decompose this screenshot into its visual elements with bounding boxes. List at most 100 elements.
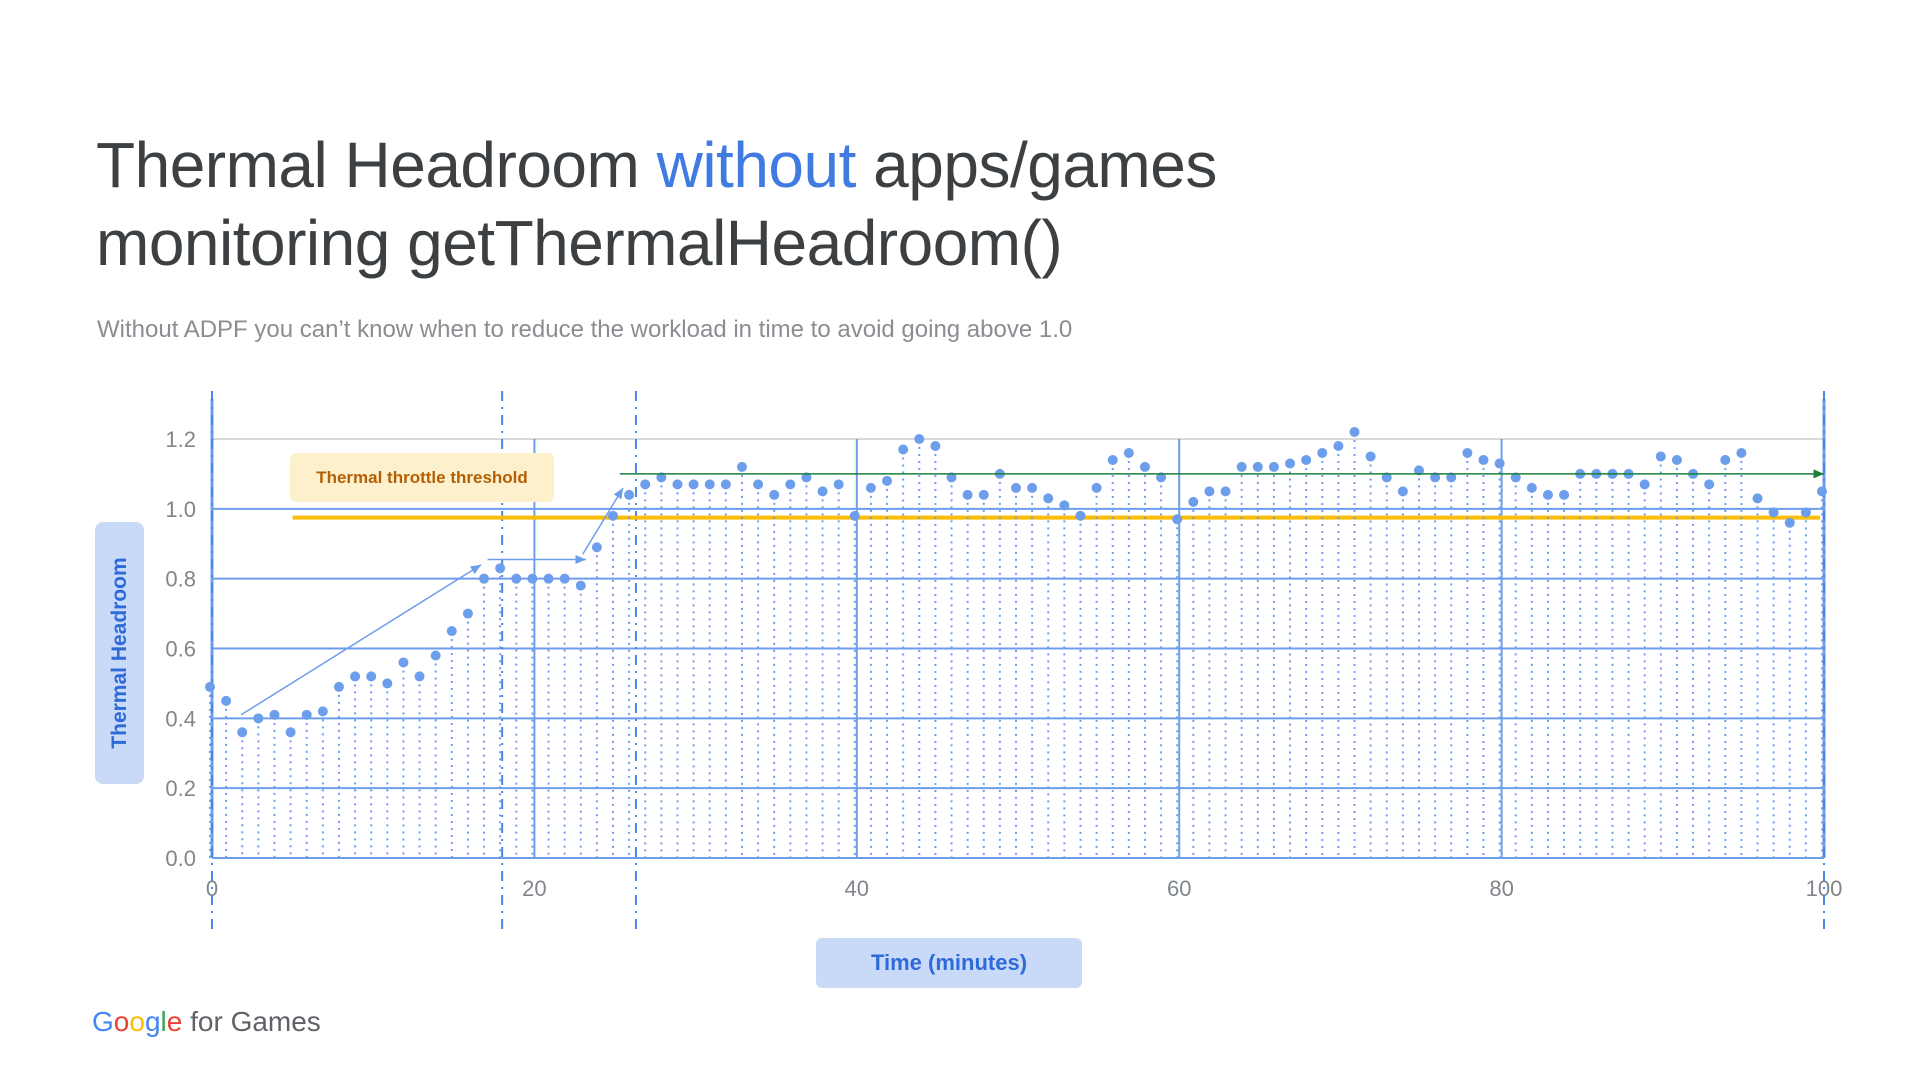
data-point [1800, 507, 1811, 518]
data-point [898, 444, 909, 455]
data-point [962, 489, 973, 500]
data-point [350, 671, 361, 682]
threshold-label: Thermal throttle threshold [290, 453, 554, 502]
subtitle: Without ADPF you can’t know when to redu… [97, 316, 1073, 343]
y-tick-label: 0.4 [165, 706, 196, 731]
data-point [817, 486, 828, 497]
data-point [769, 489, 780, 500]
data-point [1011, 482, 1021, 493]
data-point [720, 479, 731, 490]
data-point [865, 482, 876, 493]
data-point [640, 479, 651, 490]
y-axis-label: Thermal Headroom [107, 557, 131, 749]
data-point [398, 657, 409, 668]
data-point [688, 479, 699, 490]
data-point [1091, 482, 1102, 493]
data-point [575, 580, 586, 591]
logo-letter: o [113, 1006, 130, 1037]
data-point [1188, 496, 1199, 507]
logo-letter: l [160, 1006, 167, 1037]
data-point [1736, 447, 1747, 458]
data-point [1317, 447, 1328, 458]
title-text: apps/games [855, 129, 1217, 201]
slide-title: Thermal Headroom without apps/games moni… [96, 126, 1217, 282]
data-point [656, 472, 667, 483]
data-point [221, 695, 232, 706]
data-point [1236, 461, 1247, 472]
data-point [914, 434, 925, 444]
data-point [1139, 461, 1150, 472]
trend-arrow [582, 487, 624, 555]
data-point [527, 573, 538, 584]
data-point [1027, 482, 1038, 493]
data-point [1285, 458, 1296, 469]
data-point [1430, 472, 1441, 483]
logo-letter: G [92, 1006, 114, 1037]
data-point [1559, 489, 1570, 500]
data-point [1414, 465, 1424, 476]
data-point [608, 510, 618, 521]
x-tick-label: 40 [845, 876, 869, 901]
data-point [1720, 454, 1731, 465]
data-point [1494, 458, 1505, 469]
data-point [430, 650, 441, 661]
data-point [1156, 472, 1167, 483]
y-tick-label: 0.2 [165, 776, 196, 801]
data-point [317, 706, 328, 717]
data-point [1252, 461, 1263, 472]
data-point [462, 608, 473, 619]
y-tick-label: 0.8 [165, 567, 196, 592]
logo-letter: g [144, 1006, 161, 1037]
data-point [785, 479, 796, 490]
data-point [237, 727, 248, 738]
data-point [1043, 493, 1054, 504]
data-point [1059, 500, 1070, 511]
x-tick-label: 80 [1489, 876, 1513, 901]
data-point [849, 510, 860, 521]
data-point [1446, 472, 1457, 483]
x-tick-label: 60 [1167, 876, 1191, 901]
y-tick-label: 1.0 [165, 497, 196, 522]
data-point [736, 461, 747, 472]
title-line-1: Thermal Headroom without apps/games [96, 126, 1217, 204]
data-point [978, 489, 989, 500]
y-tick-label: 0.6 [165, 637, 196, 662]
data-point [1397, 486, 1408, 497]
data-point [1333, 440, 1344, 451]
data-point [833, 479, 844, 490]
data-point [366, 671, 377, 682]
data-point [414, 671, 425, 682]
data-point [591, 542, 602, 553]
data-point [1462, 447, 1473, 458]
data-point [1784, 517, 1795, 528]
data-point [1768, 507, 1779, 518]
data-point [1381, 472, 1392, 483]
y-tick-label: 1.2 [165, 427, 196, 452]
x-axis-label: Time (minutes) [816, 938, 1082, 988]
data-point [1301, 454, 1312, 465]
data-point [882, 475, 893, 486]
data-point [1172, 514, 1183, 525]
data-point [205, 681, 215, 692]
data-point [704, 479, 715, 490]
data-point [1075, 510, 1086, 521]
data-point [333, 681, 344, 692]
data-point [753, 479, 764, 490]
google-for-games-logo: Google for Games [92, 1006, 321, 1038]
data-point [382, 678, 393, 689]
data-point [1639, 479, 1650, 490]
data-point [446, 626, 457, 637]
data-point [285, 727, 296, 738]
trend-arrow [240, 564, 482, 716]
data-point [801, 472, 812, 483]
data-point [1123, 447, 1134, 458]
data-point [253, 713, 264, 724]
x-tick-label: 20 [522, 876, 546, 901]
data-point [946, 472, 957, 483]
data-point [672, 479, 683, 490]
data-point [301, 709, 312, 720]
data-point [511, 573, 522, 584]
y-tick-label: 0.0 [165, 846, 196, 871]
data-point [1704, 479, 1715, 490]
